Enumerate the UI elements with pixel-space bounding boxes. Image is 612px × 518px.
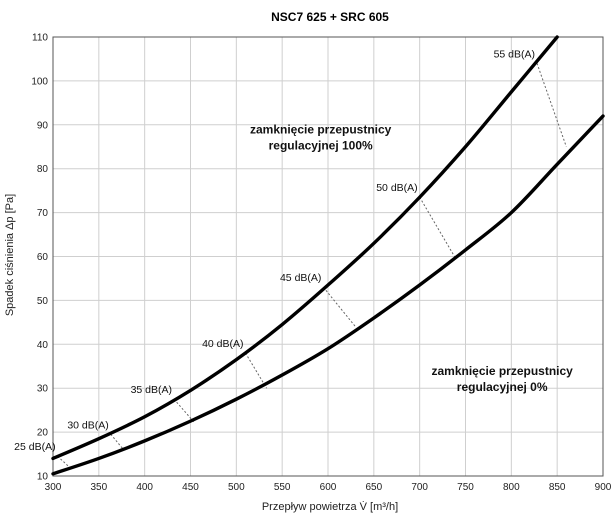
y-tick-label: 110 (32, 33, 48, 44)
x-tick-label: 850 (549, 482, 566, 493)
x-tick-label: 300 (45, 482, 62, 493)
isoline-label: 50 dB(A) (376, 182, 417, 194)
isoline (536, 63, 567, 147)
y-tick-label: 70 (37, 208, 49, 219)
isoline-label: 55 dB(A) (494, 48, 535, 60)
y-tick-label: 20 (37, 428, 49, 439)
isoline (110, 433, 124, 450)
x-tick-label: 800 (503, 482, 520, 493)
x-tick-label: 750 (457, 482, 474, 493)
isoline-label: 30 dB(A) (67, 419, 108, 431)
isoline (173, 398, 196, 424)
y-tick-label: 10 (37, 472, 49, 483)
y-tick-label: 100 (31, 76, 48, 87)
x-tick-label: 500 (228, 482, 245, 493)
grid (52, 36, 604, 477)
isoline (323, 286, 356, 328)
isoline (57, 455, 70, 468)
x-tick-label: 350 (90, 482, 107, 493)
isoline-label: 35 dB(A) (131, 384, 172, 396)
x-tick-label: 600 (320, 482, 337, 493)
y-tick-label: 80 (37, 164, 49, 175)
isoline (419, 196, 455, 257)
isoline-label: 45 dB(A) (280, 272, 321, 284)
x-axis-label: Przepływ powietrza V̇ [m³/h] (262, 500, 398, 513)
y-tick-label: 40 (37, 340, 49, 351)
x-tick-label: 450 (182, 482, 199, 493)
plot-frame (52, 36, 604, 477)
y-tick-label: 50 (37, 296, 49, 307)
x-tick-label: 550 (274, 482, 291, 493)
x-tick-label: 650 (365, 482, 382, 493)
axis-ticks: 300 350 400 450 500 550 600 650 700 750 800 850 900 1… (31, 33, 611, 494)
pressure-curves (51, 35, 605, 476)
isoline (245, 352, 268, 389)
x-tick-label: 900 (595, 482, 612, 493)
series-line (51, 35, 559, 461)
series-line (51, 114, 605, 476)
isoline-label: 25 dB(A) (14, 441, 55, 453)
annotation-line: zamknięcie przepustnicy (250, 123, 392, 137)
isoline-label: 40 dB(A) (202, 338, 243, 350)
chart-title: NSC7 625 + SRC 605 (271, 10, 389, 24)
y-tick-label: 60 (37, 252, 49, 263)
curve-annotations: zamknięcie przepustnicy regulacyjnej 100%… (250, 123, 573, 394)
annotation-line: zamknięcie przepustnicy (431, 364, 573, 378)
y-tick-label: 90 (37, 120, 49, 131)
x-tick-label: 700 (411, 482, 428, 493)
y-tick-label: 30 (37, 384, 49, 395)
x-tick-label: 400 (136, 482, 153, 493)
annotation-line: regulacyjnej 0% (457, 380, 548, 394)
y-axis-label: Spadek ciśnienia Δp [Pa] (4, 194, 16, 316)
annotation-line: regulacyjnej 100% (269, 139, 373, 153)
noise-isolines: 25 dB(A) 30 dB(A) 35 dB(A) 40 dB(A) 45 dB(A)… (14, 48, 567, 468)
